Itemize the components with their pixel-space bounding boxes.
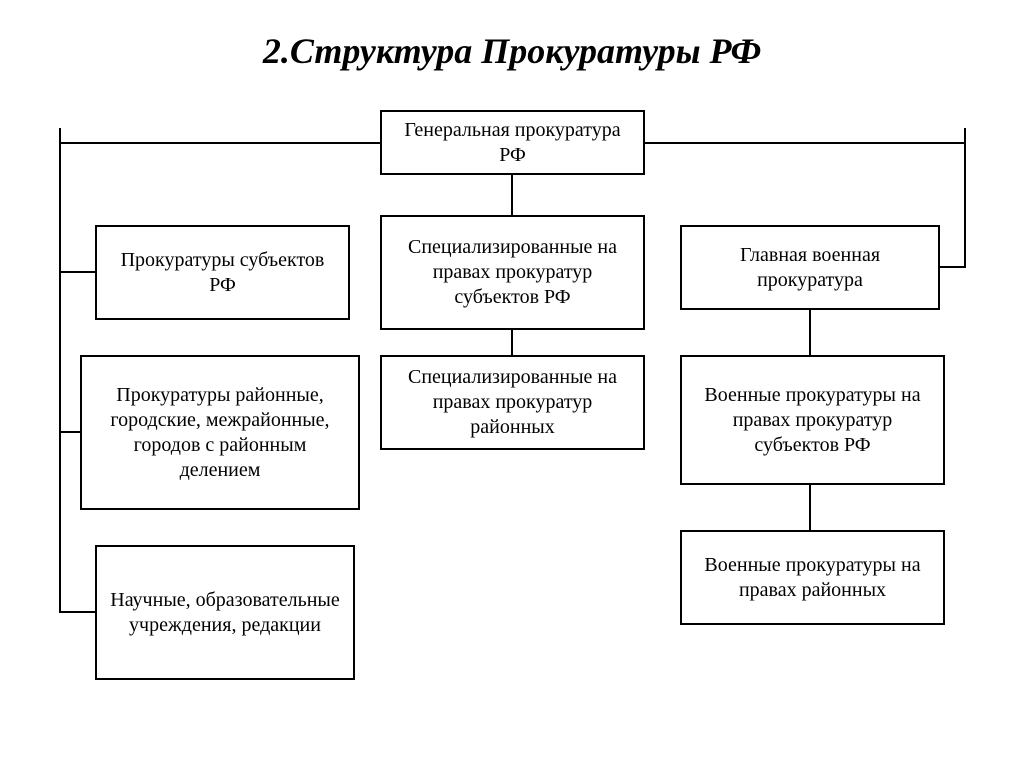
connector bbox=[60, 272, 80, 432]
page-title: 2.Структура Прокуратуры РФ bbox=[0, 30, 1024, 72]
node-col1_c: Научные, образовательные учреждения, ред… bbox=[95, 545, 355, 680]
node-col3_b: Военные прокуратуры на правах прокуратур… bbox=[680, 355, 945, 485]
connector bbox=[645, 128, 965, 143]
node-col2_b: Специализированные на правах прокуратур … bbox=[380, 355, 645, 450]
node-col2_a: Специализированные на правах прокуратур … bbox=[380, 215, 645, 330]
connector bbox=[60, 143, 95, 272]
connector bbox=[60, 128, 380, 143]
node-col3_a: Главная военная прокуратура bbox=[680, 225, 940, 310]
node-col3_c: Военные прокуратуры на правах районных bbox=[680, 530, 945, 625]
node-col1_b: Прокуратуры районные, городские, межрайо… bbox=[80, 355, 360, 510]
node-col1_a: Прокуратуры субъектов РФ bbox=[95, 225, 350, 320]
node-root: Генеральная прокуратура РФ bbox=[380, 110, 645, 175]
connector bbox=[940, 143, 965, 267]
